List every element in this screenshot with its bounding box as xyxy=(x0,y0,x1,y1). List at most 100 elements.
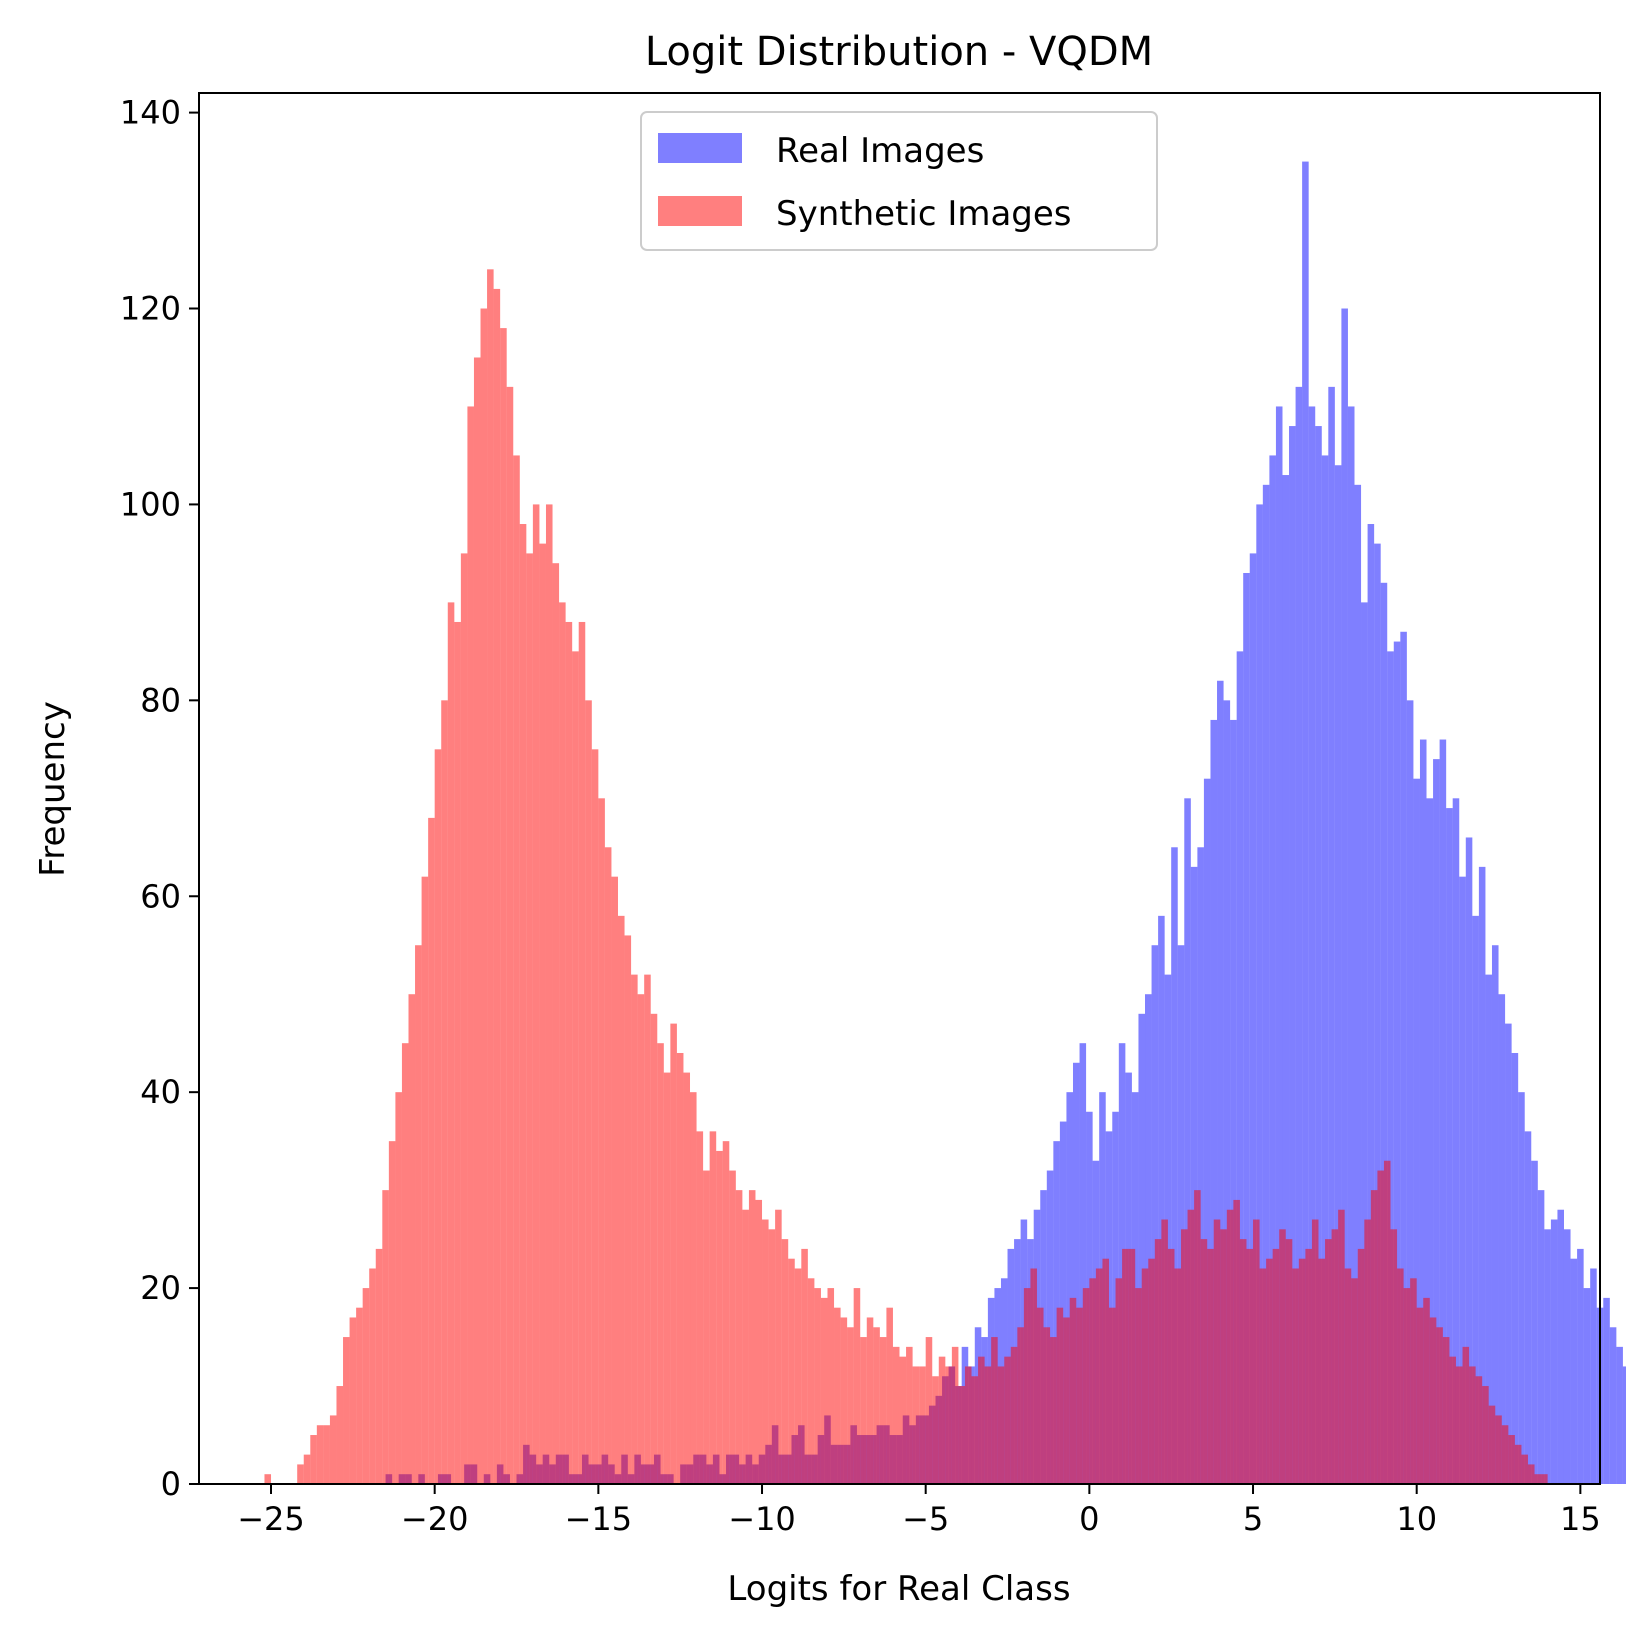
histogram-bar xyxy=(768,1229,776,1484)
chart-title: Logit Distribution - VQDM xyxy=(645,29,1153,75)
histogram-bar xyxy=(1423,1297,1430,1484)
histogram-bar xyxy=(932,1376,939,1484)
histogram-bar xyxy=(873,1327,880,1484)
histogram-bar xyxy=(408,994,416,1484)
y-tick-label: 20 xyxy=(140,1269,181,1307)
histogram-bar xyxy=(1279,1229,1286,1484)
histogram-bar xyxy=(945,1366,952,1484)
histogram-bar xyxy=(1383,1160,1391,1484)
histogram-bar xyxy=(1066,1092,1073,1484)
histogram-bar xyxy=(1609,1327,1617,1484)
series-1 xyxy=(264,269,1548,1485)
histogram-bar xyxy=(1508,1435,1515,1484)
histogram-bar xyxy=(1514,1444,1522,1484)
histogram-bar xyxy=(1036,1307,1044,1484)
histogram-bar xyxy=(1495,1415,1502,1484)
histogram-bar xyxy=(820,1297,828,1484)
y-axis: 0 20 40 60 80 100 120 140 xyxy=(120,94,199,1503)
histogram-bar xyxy=(1518,1092,1525,1484)
histogram-bar xyxy=(1531,1160,1538,1484)
histogram-bar xyxy=(539,543,546,1484)
histogram-bar xyxy=(467,406,474,1485)
histogram-bar xyxy=(500,328,507,1485)
histogram-bar xyxy=(1334,465,1342,1484)
histogram-bar xyxy=(1315,426,1322,1484)
legend: Real Images Synthetic Images xyxy=(640,111,1158,251)
histogram-bar xyxy=(892,1346,900,1484)
histogram-bar xyxy=(735,1190,743,1484)
histogram-bar xyxy=(1109,1307,1116,1484)
histogram-bar xyxy=(1590,1268,1597,1484)
histogram-bar xyxy=(631,974,638,1484)
histogram-bar xyxy=(1167,1248,1175,1484)
histogram-bar xyxy=(585,700,592,1484)
histogram-bar xyxy=(362,1288,370,1484)
histogram-bar xyxy=(1210,719,1218,1484)
histogram-bar xyxy=(899,1356,907,1484)
x-tick-label: −5 xyxy=(902,1500,949,1538)
histogram-bar xyxy=(375,1248,383,1484)
histogram-bar xyxy=(775,1209,782,1484)
histogram-bar xyxy=(552,563,560,1484)
histogram-bar xyxy=(1351,1278,1358,1484)
histogram-bar xyxy=(1181,1229,1188,1484)
histogram-bar xyxy=(847,1327,854,1484)
histogram-bar xyxy=(1341,308,1348,1484)
histogram-bar xyxy=(1004,1356,1011,1484)
histogram-bar xyxy=(1357,1248,1365,1484)
histogram-bar xyxy=(1122,1248,1129,1484)
histogram-bar xyxy=(1413,778,1420,1484)
histogram-bar xyxy=(1213,1219,1221,1484)
histogram-bar xyxy=(1197,847,1204,1484)
histogram-bar xyxy=(303,1454,311,1484)
legend-box xyxy=(640,111,1158,251)
histogram-bar xyxy=(1393,641,1401,1484)
x-tick-label: −25 xyxy=(237,1500,305,1538)
histogram-bar xyxy=(1400,631,1407,1484)
histogram-bar xyxy=(1305,1248,1312,1484)
histogram-bar xyxy=(703,1170,710,1484)
histogram-bar xyxy=(1397,1268,1404,1484)
histogram-bar xyxy=(1187,1209,1195,1484)
y-tick-label: 80 xyxy=(140,681,181,719)
histogram-bar xyxy=(958,1386,965,1484)
histogram-bar xyxy=(676,1052,684,1484)
histogram-bar xyxy=(1354,484,1362,1485)
histogram-bar xyxy=(912,1366,920,1484)
histogram-bar xyxy=(1390,1229,1398,1484)
histogram-bar xyxy=(591,749,599,1484)
histogram-bar xyxy=(1089,1278,1096,1484)
histogram-bar xyxy=(1292,1268,1299,1484)
bars-layer xyxy=(264,161,1626,1485)
histogram-bar xyxy=(997,1366,1005,1484)
y-tick-label: 0 xyxy=(161,1465,181,1503)
histogram-bar xyxy=(860,1337,867,1484)
histogram-bar xyxy=(310,1435,317,1484)
x-tick-label: 5 xyxy=(1243,1500,1263,1538)
histogram-bar xyxy=(1115,1278,1123,1484)
histogram-bar xyxy=(447,602,455,1484)
x-axis-label: Logits for Real Class xyxy=(727,1569,1070,1609)
histogram-bar xyxy=(984,1366,992,1484)
histogram-bar xyxy=(1318,1258,1326,1484)
histogram-bar xyxy=(572,651,579,1484)
histogram-bar xyxy=(1203,778,1211,1484)
histogram-bar xyxy=(1141,1268,1149,1484)
histogram-bar xyxy=(1452,798,1460,1484)
histogram-bar xyxy=(886,1307,893,1484)
histogram-bar xyxy=(532,504,540,1484)
histogram-bar xyxy=(1406,700,1414,1484)
x-axis: −25 −20 −15 −10 −5 0 5 10 15 xyxy=(237,1484,1601,1538)
histogram-bar xyxy=(1069,1297,1077,1484)
histogram-bar xyxy=(343,1337,350,1484)
histogram-bar xyxy=(415,945,422,1484)
histogram-bar xyxy=(617,915,625,1484)
histogram-bar xyxy=(1295,386,1303,1484)
histogram-bar xyxy=(670,1023,677,1484)
histogram-bar xyxy=(1498,994,1506,1484)
histogram-bar xyxy=(919,1366,926,1484)
x-tick-label: −15 xyxy=(565,1500,633,1538)
histogram-bar xyxy=(1537,1190,1545,1484)
histogram-bar xyxy=(1338,1209,1345,1484)
histogram-bar xyxy=(748,1190,756,1484)
